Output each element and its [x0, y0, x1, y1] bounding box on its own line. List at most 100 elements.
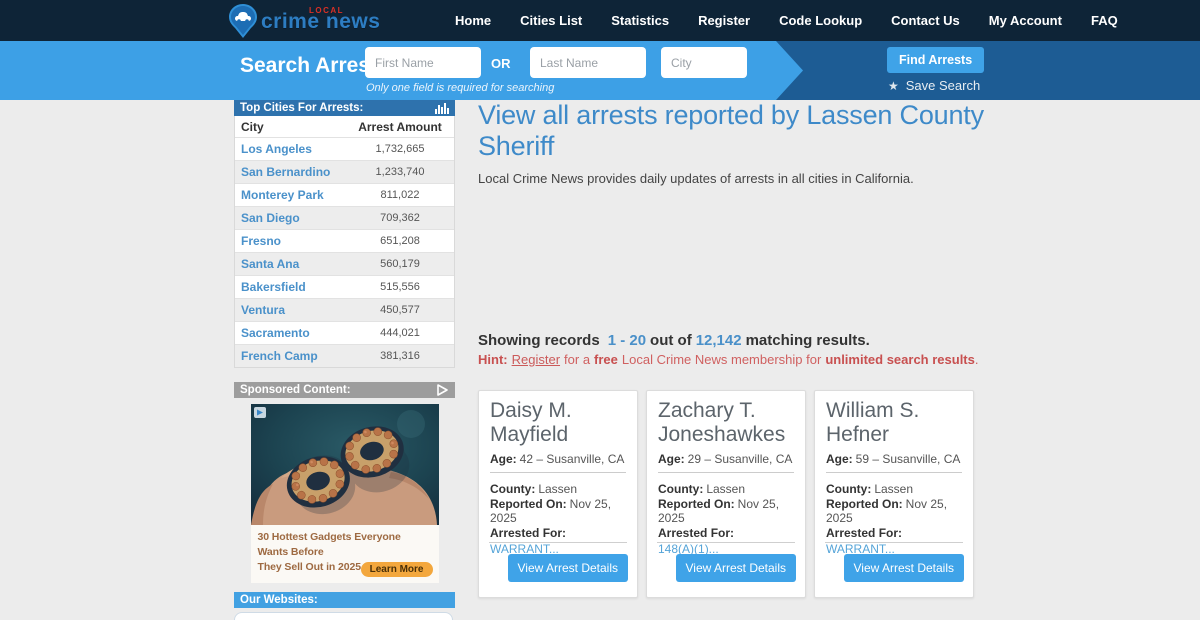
arrest-cards-row: Daisy M. Mayfield Age: 42 – Susanville, C…: [478, 390, 974, 598]
table-row: Sacramento 444,021: [235, 321, 454, 344]
arrestee-name: William S. Hefner: [826, 399, 920, 446]
table-row: San Bernardino 1,233,740: [235, 160, 454, 183]
arrest-card: Daisy M. Mayfield Age: 42 – Susanville, C…: [478, 390, 638, 598]
table-row: San Diego 709,362: [235, 206, 454, 229]
arrest-amount: 560,179: [380, 258, 420, 270]
city-link[interactable]: Los Angeles: [241, 142, 312, 156]
ad-image-gadget-in-hand[interactable]: [250, 404, 439, 525]
nav-item-home[interactable]: Home: [455, 13, 492, 28]
search-arrests-title: Search Arrests: [240, 54, 389, 77]
top-navigation-bar: LOCAL crime news Home Cities List Statis…: [0, 0, 1200, 41]
city-link[interactable]: Bakersfield: [241, 280, 306, 294]
nav-item-cities-list[interactable]: Cities List: [520, 13, 583, 28]
city-link[interactable]: Sacramento: [241, 326, 310, 340]
charge-link[interactable]: WARRANT...: [826, 541, 895, 556]
search-arrests-band: Search Arrests OR Only one field is requ…: [0, 41, 1200, 100]
card-divider: [657, 542, 795, 543]
results-total: 12,142: [695, 332, 742, 349]
arrest-card: Zachary T. Joneshawkes Age: 29 – Susanvil…: [646, 390, 806, 598]
view-arrest-details-button[interactable]: View Arrest Details: [507, 554, 628, 582]
bar-chart-icon: [435, 102, 449, 114]
adchoices-icon[interactable]: [436, 384, 449, 396]
our-websites-title: Our Websites:: [240, 594, 318, 606]
age-line: Age: 42 – Susanville, CA: [490, 452, 626, 473]
arrest-amount: 1,233,740: [375, 166, 425, 178]
column-header-city: City: [241, 119, 264, 134]
charge-link[interactable]: 148(A)(1)...: [658, 541, 719, 556]
page-body: Top Cities For Arrests: City Arrest Amou…: [0, 100, 1200, 620]
save-search-button[interactable]: ★ Save Search: [888, 78, 980, 93]
arrest-info: County: Lassen Reported On: Nov 25, 2025 A…: [826, 482, 948, 556]
logo-local-label: LOCAL: [309, 6, 345, 15]
city-link[interactable]: Monterey Park: [241, 188, 324, 202]
nav-item-my-account[interactable]: My Account: [988, 13, 1062, 28]
nav-item-contact-us[interactable]: Contact Us: [891, 13, 960, 28]
arrest-amount: 709,362: [380, 212, 420, 224]
logo-name-label: crime news: [261, 10, 381, 33]
arrest-amount: 450,577: [380, 304, 420, 316]
arrestee-name: Zachary T. Joneshawkes: [658, 399, 786, 446]
find-arrests-button[interactable]: Find Arrests: [887, 47, 985, 73]
arrestee-name: Daisy M. Mayfield: [490, 399, 572, 446]
card-divider: [489, 542, 627, 543]
register-link[interactable]: Register: [511, 352, 561, 367]
last-name-input[interactable]: [530, 47, 646, 78]
arrest-card: William S. Hefner Age: 59 – Susanville, C…: [814, 390, 974, 598]
hint-line: Hint: Register for a free Local Crime News m…: [478, 352, 979, 367]
city-link[interactable]: Ventura: [241, 303, 286, 317]
results-summary: Showing records 1 - 20 out of 12,142 matchin…: [478, 332, 988, 349]
city-link[interactable]: Santa Ana: [241, 257, 300, 271]
page-title: View all arrests reported by Lassen Coun…: [478, 100, 984, 161]
map-pin-car-icon: [229, 4, 257, 38]
table-row: Fresno 651,208: [235, 229, 454, 252]
table-row: Santa Ana 560,179: [235, 252, 454, 275]
city-input[interactable]: [661, 47, 747, 78]
city-link[interactable]: San Diego: [241, 211, 300, 225]
view-arrest-details-button[interactable]: View Arrest Details: [843, 554, 964, 582]
sponsored-content-header: Sponsored Content:: [234, 382, 455, 398]
sponsored-ad[interactable]: 30 Hottest Gadgets Everyone Wants Before…: [250, 404, 439, 583]
column-header-arrest-amount: Arrest Amount: [358, 119, 442, 134]
our-websites-box: [234, 612, 453, 620]
star-icon: ★: [888, 78, 899, 93]
city-link[interactable]: Fresno: [241, 234, 282, 248]
nav-item-faq[interactable]: FAQ: [1090, 13, 1118, 28]
results-middle: out of: [650, 332, 692, 349]
sidebar: Top Cities For Arrests: City Arrest Amou…: [234, 100, 455, 620]
arrest-amount: 1,732,665: [375, 143, 425, 155]
learn-more-button[interactable]: Learn More: [360, 561, 433, 577]
arrest-amount: 381,316: [380, 350, 420, 362]
arrest-info: County: Lassen Reported On: Nov 25, 2025 A…: [490, 482, 612, 556]
arrest-amount: 651,208: [380, 235, 420, 247]
arrest-amount: 811,022: [380, 189, 420, 201]
city-link[interactable]: San Bernardino: [241, 165, 331, 179]
top-cities-title: Top Cities For Arrests:: [240, 102, 364, 114]
save-search-label: Save Search: [905, 78, 981, 93]
results-range: 1 - 20: [607, 332, 647, 349]
site-logo[interactable]: LOCAL crime news: [228, 4, 380, 38]
top-cities-table-header: City Arrest Amount: [235, 116, 454, 137]
results-block: Showing records 1 - 20 out of 12,142 matchin…: [478, 332, 988, 367]
hint-label: Hint:: [478, 352, 508, 367]
ad-caption: 30 Hottest Gadgets Everyone Wants Before…: [250, 525, 439, 583]
page-subtitle: Local Crime News provides daily updates …: [478, 171, 914, 186]
nav-item-code-lookup[interactable]: Code Lookup: [779, 13, 863, 28]
arrest-info: County: Lassen Reported On: Nov 25, 2025 A…: [658, 482, 780, 556]
table-row: Ventura 450,577: [235, 298, 454, 321]
view-arrest-details-button[interactable]: View Arrest Details: [675, 554, 796, 582]
main-nav-menu: Home Cities List Statistics Register Cod…: [455, 0, 1118, 41]
our-websites-header: Our Websites:: [234, 592, 455, 608]
arrest-amount: 444,021: [380, 327, 420, 339]
first-name-input[interactable]: [365, 47, 481, 78]
top-cities-table: City Arrest Amount Los Angeles 1,732,665…: [234, 116, 455, 368]
age-line: Age: 29 – Susanville, CA: [658, 452, 794, 473]
table-row: Los Angeles 1,732,665: [235, 137, 454, 160]
or-label: OR: [491, 56, 511, 71]
arrest-amount: 515,556: [380, 281, 420, 293]
age-line: Age: 59 – Susanville, CA: [826, 452, 962, 473]
city-link[interactable]: French Camp: [241, 349, 318, 363]
nav-item-register[interactable]: Register: [698, 13, 751, 28]
top-cities-header: Top Cities For Arrests:: [234, 100, 455, 116]
nav-item-statistics[interactable]: Statistics: [611, 13, 670, 28]
charge-link[interactable]: WARRANT...: [490, 541, 559, 556]
